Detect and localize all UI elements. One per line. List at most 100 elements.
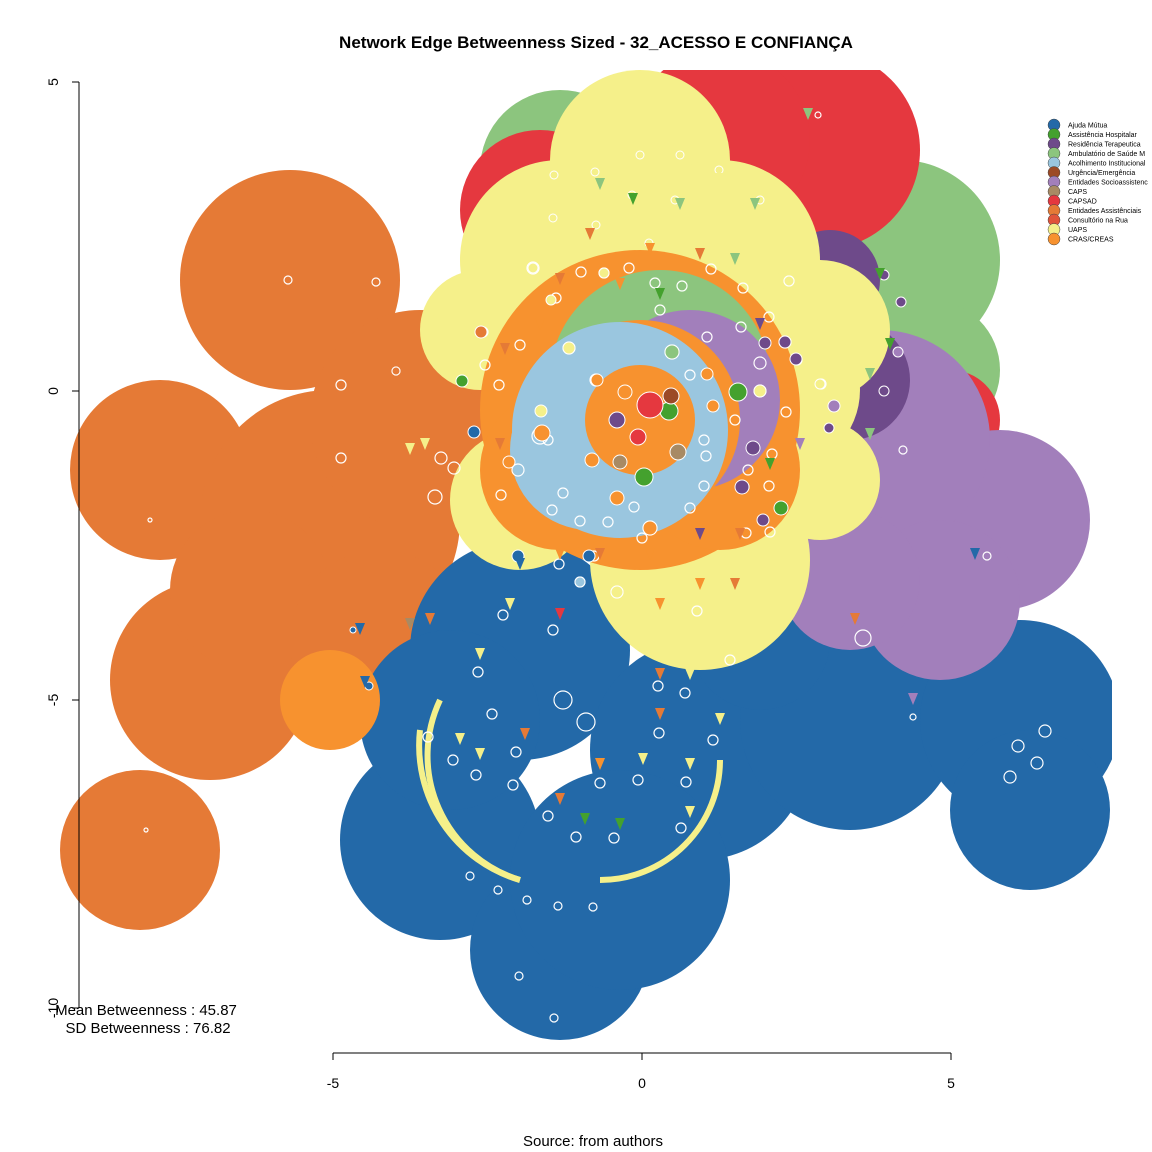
- network-node: [680, 776, 692, 788]
- legend-label: CRAS/CREAS: [1068, 237, 1114, 244]
- network-node: [635, 150, 645, 160]
- network-node: [545, 294, 557, 306]
- network-node: [371, 277, 381, 287]
- network-node: [479, 359, 491, 371]
- y-tick-label: -5: [45, 694, 61, 707]
- network-node: [576, 712, 596, 732]
- legend-item: CRAS/CREAS: [1047, 232, 1114, 246]
- network-node: [698, 434, 710, 446]
- network-node: [734, 479, 750, 495]
- network-node: [594, 777, 606, 789]
- legend-label: CAPS: [1068, 189, 1087, 196]
- network-node: [664, 344, 680, 360]
- edge-fan: [675, 198, 685, 210]
- network-node: [486, 708, 498, 720]
- network-node: [753, 356, 767, 370]
- network-node: [507, 779, 519, 791]
- network-node: [546, 504, 558, 516]
- edge-fan: [645, 548, 655, 560]
- network-node: [814, 378, 826, 390]
- legend-swatch: [1047, 232, 1061, 246]
- edge-fan: [555, 273, 565, 285]
- legend-item: Ambulatório de Saúde M: [1047, 147, 1145, 160]
- network-node: [698, 480, 710, 492]
- network-node: [714, 165, 724, 175]
- network-blobs: [60, 70, 1112, 1040]
- legend-item: Entidades Assistênciais: [1047, 204, 1142, 217]
- edge-fan: [908, 693, 918, 705]
- edge-fan: [420, 438, 430, 450]
- network-node: [892, 346, 904, 358]
- network-node: [1011, 739, 1025, 753]
- legend-item: Residência Terapeutica: [1047, 137, 1141, 151]
- edge-fan: [425, 613, 435, 625]
- network-node: [542, 810, 554, 822]
- x-tick-label: 0: [638, 1075, 646, 1091]
- edge-fan: [580, 813, 590, 825]
- network-node: [623, 262, 635, 274]
- edge-fan: [730, 253, 740, 265]
- network-node: [557, 487, 569, 499]
- network-node: [283, 275, 293, 285]
- network-node: [547, 624, 559, 636]
- network-nodes: [143, 108, 1052, 1023]
- edge-fan: [360, 676, 370, 688]
- network-node: [763, 311, 775, 323]
- x-tick-label: 5: [947, 1075, 955, 1091]
- edge-fan: [655, 288, 665, 300]
- network-node: [745, 440, 761, 456]
- legend-item: Consultório na Rua: [1047, 213, 1128, 227]
- edge-fan: [730, 578, 740, 590]
- network-node: [455, 374, 469, 388]
- edge-fan: [405, 443, 415, 455]
- network-node: [612, 454, 628, 470]
- blob-blue: [340, 540, 1112, 1040]
- legend-label: Residência Terapeutica: [1068, 142, 1141, 149]
- network-node: [553, 901, 563, 911]
- blob-yellow: [420, 70, 890, 670]
- network-node: [474, 325, 488, 339]
- edge-fan: [585, 228, 595, 240]
- x-axis: -5 0 5: [327, 1052, 955, 1091]
- network-node: [434, 451, 448, 465]
- network-node: [514, 339, 526, 351]
- network-node: [724, 654, 736, 666]
- network-node: [349, 626, 357, 634]
- network-node: [789, 352, 803, 366]
- edge-fan: [695, 248, 705, 260]
- network-node: [783, 275, 795, 287]
- edge-fan: [865, 428, 875, 440]
- edge-fan: [595, 548, 605, 560]
- network-node: [427, 489, 443, 505]
- legend-label: Urgência/Emergência: [1068, 170, 1135, 177]
- network-node: [590, 373, 604, 387]
- network-node: [691, 605, 703, 617]
- edge-fan: [495, 438, 505, 450]
- network-node: [391, 366, 401, 376]
- sd-betweenness: SD Betweenness : 76.82: [65, 1020, 230, 1037]
- network-node: [514, 971, 524, 981]
- network-node: [654, 304, 666, 316]
- core-node: [636, 391, 664, 419]
- network-node: [574, 576, 586, 588]
- edge-fan: [615, 278, 625, 290]
- network-node: [700, 367, 714, 381]
- edge-fan: [875, 268, 885, 280]
- y-tick-label: 5: [45, 78, 61, 86]
- edge-fan: [715, 173, 725, 185]
- legend-item: Assistência Hospitalar: [1047, 128, 1138, 141]
- network-node: [653, 727, 665, 739]
- network-node: [534, 404, 548, 418]
- network-node: [909, 713, 917, 721]
- network-node: [591, 220, 601, 230]
- legend-label: Acolhimento Institucional: [1068, 161, 1146, 168]
- network-node: [898, 445, 908, 455]
- network-node: [780, 406, 792, 418]
- edge-fan: [520, 728, 530, 740]
- network-node: [566, 750, 586, 770]
- edge-fan: [515, 558, 525, 570]
- network-node: [1003, 770, 1017, 784]
- edge-fan: [628, 193, 638, 205]
- network-node: [636, 532, 648, 544]
